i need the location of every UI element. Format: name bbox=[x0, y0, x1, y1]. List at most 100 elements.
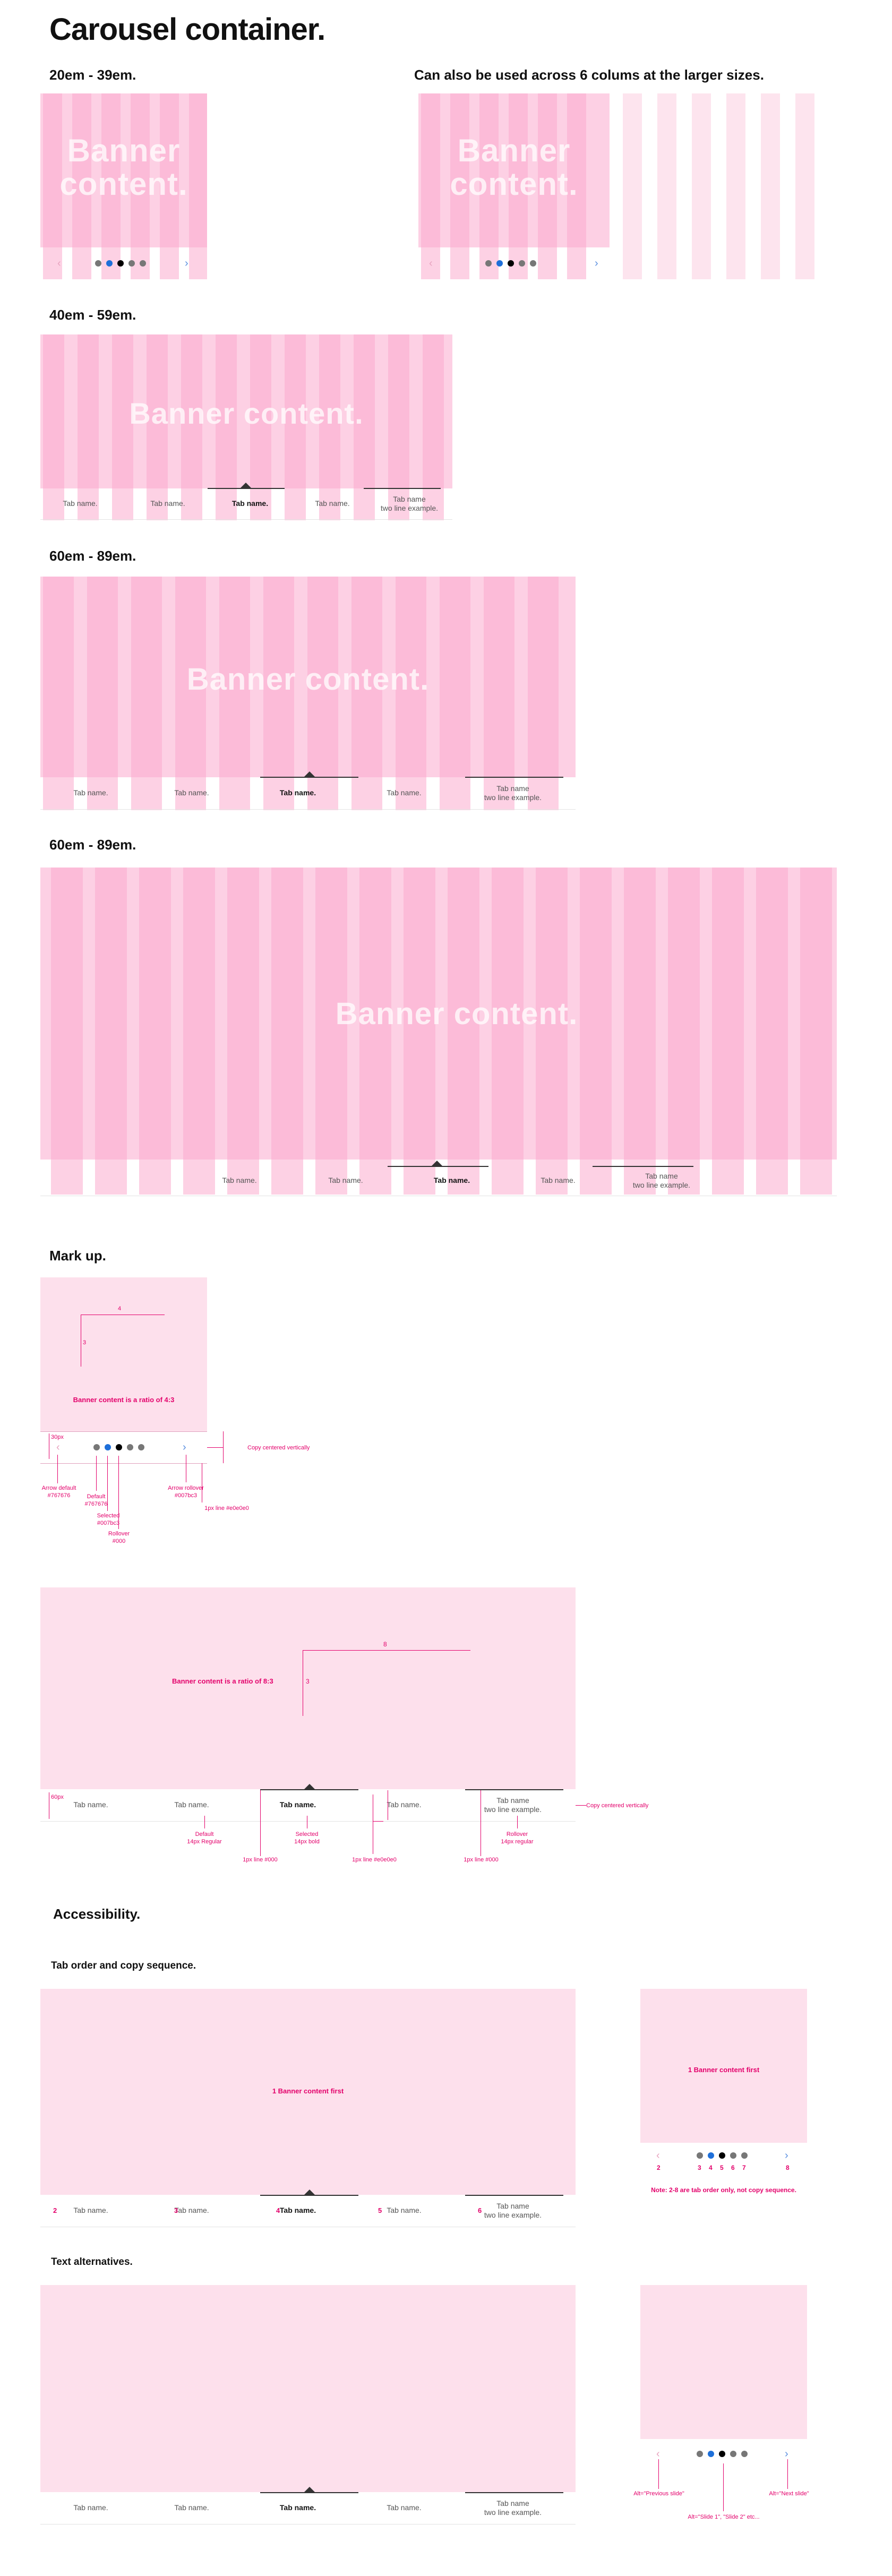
carousel-dot[interactable] bbox=[93, 1444, 100, 1450]
alt-small-banner bbox=[640, 2285, 807, 2439]
tab-1[interactable]: Tab name. bbox=[73, 2503, 108, 2512]
tab-1[interactable]: Tab name. bbox=[222, 1176, 257, 1185]
tab-5[interactable]: Tab name two line example. bbox=[484, 784, 542, 802]
prev-arrow-icon[interactable]: ‹ bbox=[56, 1441, 60, 1453]
tab-order-heading: Tab order and copy sequence. bbox=[51, 1960, 196, 1971]
section-heading-6-columns: Can also be used across 6 colums at the … bbox=[414, 67, 764, 83]
tab-order-number: 4 bbox=[276, 2206, 280, 2214]
carousel-dot[interactable] bbox=[741, 2152, 748, 2159]
carousel-dot-rollover[interactable] bbox=[116, 1444, 122, 1450]
carousel-dot[interactable] bbox=[127, 1444, 133, 1450]
carousel-dot[interactable] bbox=[697, 2451, 703, 2457]
small-carousel-grid bbox=[40, 93, 207, 279]
carousel-dot-selected[interactable] bbox=[105, 1444, 111, 1450]
tab-3-selected[interactable]: Tab name. bbox=[231, 499, 269, 508]
tab-2[interactable]: Tab name. bbox=[174, 1800, 209, 1809]
carousel-dot-selected[interactable] bbox=[708, 2152, 714, 2159]
tab-5[interactable]: Tab name two line example. bbox=[632, 1171, 691, 1190]
tab-5[interactable]: Tab name two line example. bbox=[484, 2498, 542, 2517]
carousel-dot-selected[interactable] bbox=[708, 2451, 714, 2457]
carousel-dot-selected[interactable] bbox=[106, 260, 113, 267]
carousel-dot[interactable] bbox=[741, 2451, 748, 2457]
carousel-dot[interactable] bbox=[485, 260, 492, 267]
carousel-dot-selected[interactable] bbox=[496, 260, 503, 267]
tab-4[interactable]: Tab name. bbox=[387, 1800, 422, 1809]
tab-4[interactable]: Tab name. bbox=[315, 499, 350, 508]
tab-5[interactable]: Tab name two line example. bbox=[484, 2201, 542, 2220]
tab-2[interactable]: Tab name. bbox=[150, 499, 185, 508]
tab-3-selected[interactable]: Tab name. bbox=[279, 788, 316, 797]
carousel-dot[interactable] bbox=[519, 260, 525, 267]
tab-4[interactable]: Tab name. bbox=[541, 1176, 576, 1185]
tab-2[interactable]: Tab name. bbox=[174, 2206, 209, 2215]
banner-content-text: Banner content. bbox=[335, 997, 578, 1031]
carousel-dot[interactable] bbox=[128, 260, 135, 267]
carousel-nav: ‹ › bbox=[418, 247, 610, 279]
banner-content-text: Banner content. bbox=[450, 133, 578, 202]
tab-4[interactable]: Tab name. bbox=[387, 788, 422, 797]
tab-3-selected[interactable]: Tab name. bbox=[279, 1800, 316, 1809]
carousel-dot[interactable] bbox=[530, 260, 536, 267]
tab-order-number: 2 bbox=[53, 2206, 57, 2214]
ratio-note: Banner content is a ratio of 8:3 bbox=[172, 1677, 273, 1685]
selected-tab-line bbox=[260, 777, 358, 778]
section-heading-60-89em: 60em - 89em. bbox=[49, 548, 136, 564]
banner-content-text: Banner content. bbox=[59, 133, 188, 202]
default-dot-note: Default #767676 bbox=[84, 1493, 108, 1507]
carousel-dot[interactable] bbox=[140, 260, 146, 267]
tab-5[interactable]: Tab name two line example. bbox=[484, 1796, 542, 1814]
prev-arrow-icon[interactable]: ‹ bbox=[656, 2448, 660, 2460]
arrow-rollover-note: Arrow rollover #007bc3 bbox=[168, 1485, 204, 1499]
next-arrow-icon[interactable]: › bbox=[185, 257, 188, 269]
next-arrow-icon[interactable]: › bbox=[183, 1441, 186, 1453]
selected-tab-notch-icon bbox=[304, 2189, 315, 2195]
selected-tab-line bbox=[260, 2195, 358, 2196]
rollover-tab-note: Rollover 14px regular bbox=[501, 1831, 534, 1845]
next-arrow-icon[interactable]: › bbox=[785, 2448, 788, 2460]
a11y-small-banner bbox=[640, 1989, 807, 2143]
carousel-dot-rollover[interactable] bbox=[508, 260, 514, 267]
tab-order-note: Note: 2-8 are tab order only, not copy s… bbox=[651, 2186, 796, 2194]
tab-1[interactable]: Tab name. bbox=[63, 499, 98, 508]
tab-4[interactable]: Tab name. bbox=[387, 2206, 422, 2215]
banner-first-note: 1 Banner content first bbox=[688, 2066, 760, 2074]
tab-5[interactable]: Tab name two line example. bbox=[380, 494, 439, 513]
prev-arrow-icon[interactable]: ‹ bbox=[656, 2150, 660, 2161]
carousel-dot-rollover[interactable] bbox=[719, 2451, 725, 2457]
selected-tab-notch-icon bbox=[304, 2487, 315, 2493]
tab-1[interactable]: Tab name. bbox=[73, 2206, 108, 2215]
selected-tab-line bbox=[465, 2492, 563, 2493]
tab-bar: Tab name. Tab name. Tab name. Tab name. … bbox=[40, 488, 452, 520]
tab-3-selected[interactable]: Tab name. bbox=[279, 2206, 316, 2215]
carousel-dot[interactable] bbox=[730, 2451, 736, 2457]
section-heading-20-39em: 20em - 39em. bbox=[49, 67, 136, 83]
carousel-dot[interactable] bbox=[697, 2152, 703, 2159]
tab-3-selected[interactable]: Tab name. bbox=[433, 1176, 470, 1185]
carousel-dot-rollover[interactable] bbox=[117, 260, 124, 267]
tab-3-selected[interactable]: Tab name. bbox=[279, 2503, 316, 2512]
carousel-nav: ‹ › bbox=[40, 247, 207, 279]
next-arrow-icon[interactable]: › bbox=[595, 257, 598, 269]
ratio-height-label: 3 bbox=[306, 1678, 310, 1685]
tab-2[interactable]: Tab name. bbox=[174, 788, 209, 797]
large-carousel-grid bbox=[40, 577, 576, 810]
carousel-dot[interactable] bbox=[138, 1444, 144, 1450]
selected-tab-notch-icon bbox=[240, 483, 252, 488]
prev-arrow-icon[interactable]: ‹ bbox=[429, 257, 433, 269]
rule-note: 1px line #e0e0e0 bbox=[204, 1505, 249, 1512]
tab-4[interactable]: Tab name. bbox=[387, 2503, 422, 2512]
carousel-dot[interactable] bbox=[95, 260, 101, 267]
next-arrow-icon[interactable]: › bbox=[785, 2150, 788, 2161]
tab-order-number: 4 bbox=[709, 2164, 713, 2171]
default-tab-note: Default 14px Regular bbox=[187, 1831, 222, 1845]
carousel-dot-rollover[interactable] bbox=[719, 2152, 725, 2159]
arrow-default-note: Arrow default #767676 bbox=[41, 1485, 76, 1499]
carousel-dot[interactable] bbox=[730, 2152, 736, 2159]
tab-1[interactable]: Tab name. bbox=[73, 1800, 108, 1809]
section-heading-markup: Mark up. bbox=[49, 1248, 106, 1264]
tab-order-number: 3 bbox=[174, 2206, 178, 2214]
prev-arrow-icon[interactable]: ‹ bbox=[57, 257, 61, 269]
tab-2[interactable]: Tab name. bbox=[328, 1176, 363, 1185]
tab-1[interactable]: Tab name. bbox=[73, 788, 108, 797]
tab-2[interactable]: Tab name. bbox=[174, 2503, 209, 2512]
